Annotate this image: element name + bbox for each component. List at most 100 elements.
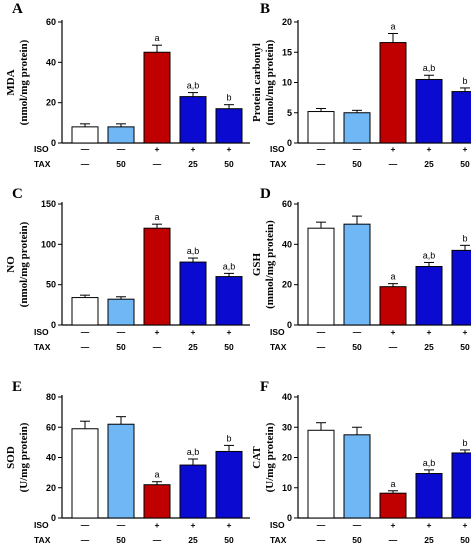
panel-letter: A (12, 1, 23, 17)
treatment-cell: — (389, 159, 398, 169)
y-axis-label: (nmol/mg protein) (264, 39, 276, 125)
significance-label: a,b (223, 261, 236, 271)
treatment-cell: 50 (352, 342, 362, 352)
significance-label: b (462, 76, 467, 86)
treatment-cell: — (81, 535, 90, 545)
bar-5 (451, 91, 471, 144)
treatment-row-label: ISO (270, 144, 285, 154)
treatment-cell: + (227, 327, 232, 337)
treatment-row-label: ISO (34, 144, 49, 154)
y-tick-label: 0 (51, 320, 56, 330)
significance-label: a (390, 21, 395, 31)
treatment-cell: — (117, 327, 126, 337)
y-tick-label: 60 (282, 199, 292, 209)
y-axis-label: MDA (5, 69, 17, 95)
y-axis-label: CAT (251, 446, 263, 469)
chart-panel-c: C NO (nmol/mg protein) 0 50 100 150 a a,b a,b ISO —… (5, 186, 250, 352)
panel-letter: F (260, 379, 269, 395)
treatment-cell: + (227, 144, 232, 154)
bar-3 (143, 484, 171, 519)
chart-panel-b: B Protein carbonyl (nmol/mg protein) 0 5 10 15… (251, 1, 471, 169)
treatment-row-label: ISO (34, 327, 49, 337)
chart-panel-e: E SOD (U/mg protein) 0 20 40 60 80 a a,b b ISO — — + + +… (5, 379, 250, 545)
treatment-cell: — (353, 520, 362, 530)
y-axis-label: Protein carbonyl (251, 43, 263, 122)
treatment-cell: 50 (116, 535, 126, 545)
treatment-cell: + (191, 327, 196, 337)
bar-4 (415, 78, 443, 144)
y-tick-label: 0 (287, 513, 292, 523)
treatment-cell: — (117, 520, 126, 530)
treatment-cell: — (317, 520, 326, 530)
bar-2 (107, 423, 135, 519)
panel-letter: E (12, 379, 22, 395)
treatment-cell: 50 (460, 342, 470, 352)
treatment-row-label: TAX (34, 535, 51, 545)
significance-label: b (226, 433, 231, 443)
y-tick-label: 5 (287, 108, 292, 118)
y-tick-label: 100 (41, 239, 56, 249)
y-tick-label: 60 (46, 17, 56, 27)
bar-5 (215, 450, 243, 519)
treatment-cell: + (463, 144, 468, 154)
y-axis-label: (U/mg protein) (18, 422, 30, 492)
treatment-cell: — (353, 144, 362, 154)
treatment-cell: + (191, 520, 196, 530)
chart-panel-f: F CAT (U/mg protein) 0 10 20 30 40 a a,b b ISO — — + + +… (251, 379, 471, 545)
treatment-cell: + (155, 520, 160, 530)
bar-4 (179, 261, 207, 326)
treatment-cell: + (427, 520, 432, 530)
significance-label: b (226, 93, 231, 103)
bar-1 (307, 111, 335, 144)
treatment-cell: + (427, 327, 432, 337)
bar-3 (379, 492, 407, 519)
treatment-cell: + (191, 144, 196, 154)
treatment-cell: — (317, 535, 326, 545)
treatment-row-label: ISO (270, 520, 285, 530)
y-axis-label: SOD (5, 446, 17, 469)
bar-5 (215, 108, 243, 144)
treatment-cell: — (317, 159, 326, 169)
y-tick-label: 40 (46, 453, 56, 463)
bar-1 (71, 126, 99, 144)
treatment-cell: — (353, 327, 362, 337)
treatment-cell: + (391, 144, 396, 154)
y-tick-label: 40 (282, 239, 292, 249)
treatment-row-label: ISO (34, 520, 49, 530)
significance-label: a,b (423, 63, 436, 73)
treatment-cell: 25 (424, 342, 434, 352)
y-tick-label: 10 (282, 78, 292, 88)
treatment-cell: — (81, 327, 90, 337)
treatment-row-label: TAX (34, 342, 51, 352)
y-axis-label: GSH (251, 252, 263, 276)
significance-label: a (154, 470, 159, 480)
significance-label: a,b (187, 447, 200, 457)
bar-5 (215, 276, 243, 326)
bar-3 (143, 227, 171, 326)
treatment-cell: 25 (424, 159, 434, 169)
bar-1 (71, 428, 99, 519)
treatment-row-label: TAX (270, 535, 287, 545)
treatment-cell: 50 (116, 159, 126, 169)
y-axis-label: (U/mg protein) (264, 422, 276, 492)
treatment-row-label: TAX (270, 159, 287, 169)
significance-label: b (462, 438, 467, 448)
treatment-cell: — (81, 520, 90, 530)
treatment-cell: + (463, 520, 468, 530)
chart-panel-d: D GSH (mmol/mg protein) 0 20 40 60 a a,b b ISO — — + +… (251, 186, 471, 352)
bar-1 (71, 297, 99, 326)
chart-panel-a: A MDA (nmol/mg protein) 0 20 40 60 a a,b b ISO — — + +… (5, 1, 250, 169)
y-axis-label: (nmol/mg protein) (18, 221, 30, 307)
significance-label: a (154, 212, 159, 222)
y-axis-label: (mmol/mg protein) (264, 220, 276, 309)
y-tick-label: 20 (282, 280, 292, 290)
treatment-cell: + (427, 144, 432, 154)
bar-4 (415, 266, 443, 326)
treatment-cell: + (227, 520, 232, 530)
y-tick-label: 20 (46, 483, 56, 493)
bar-3 (379, 286, 407, 326)
bar-2 (343, 112, 371, 144)
bar-5 (451, 452, 471, 519)
treatment-cell: 50 (460, 159, 470, 169)
